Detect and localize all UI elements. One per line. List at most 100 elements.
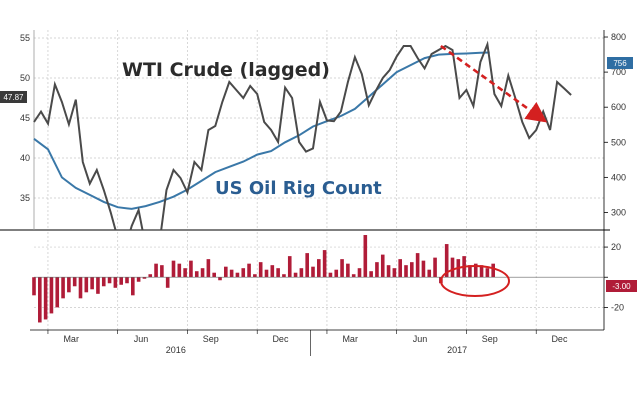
x-axis-ticks: Mar Jun Sep Dec Mar Jun Sep Dec 2016 2017 (47, 330, 568, 356)
x-tick-label: Mar (63, 334, 79, 344)
rig-change-bar (61, 277, 65, 299)
rig-change-bar (491, 263, 495, 278)
rig-change-bar (96, 277, 100, 294)
rig-change-bar (375, 262, 379, 278)
rig-change-bar (38, 277, 42, 323)
rig-change-bar (241, 268, 246, 278)
lower-tick-label: -20 (611, 302, 624, 312)
rig-change-bar (427, 269, 432, 278)
rig-change-bar (282, 274, 286, 278)
rig-change-bar (154, 263, 158, 278)
right-tick-label: 600 (611, 102, 626, 112)
rig-last-value-box: 756 (607, 57, 633, 69)
rig-change-bar (113, 277, 118, 288)
rig-change-bar (340, 259, 344, 278)
rig-change-bar (212, 272, 216, 278)
rig-change-bar (160, 265, 164, 278)
rig-change-bar (421, 260, 426, 278)
rig-change-bar (229, 269, 234, 278)
right-tick-label: 800 (611, 32, 626, 42)
rig-change-bar (317, 259, 321, 278)
rig-change-bar (380, 254, 385, 278)
left-tick-label: 50 (20, 73, 30, 83)
rig-change-bar (264, 269, 269, 278)
rig-change-bar (479, 265, 484, 278)
rig-change-bar (84, 277, 89, 293)
rig-change-bar (415, 253, 420, 278)
bar-last-value-box: -3.00 (606, 280, 637, 292)
rig-change-bar (369, 271, 373, 278)
downtrend-arrow (440, 44, 548, 123)
rig-change-bar (107, 277, 112, 284)
rig-change-bar (101, 277, 106, 287)
x-tick-label: Sep (203, 334, 219, 344)
wti-annotation: WTI Crude (lagged) (122, 59, 330, 81)
rig-change-bar (253, 274, 257, 278)
left-tick-label: 45 (20, 113, 30, 123)
right-tick-label: 400 (611, 172, 626, 182)
year-label: 2016 (166, 345, 186, 355)
rig-change-bar (189, 260, 193, 278)
x-tick-label: Dec (272, 334, 289, 344)
highlight-ellipse (440, 265, 510, 297)
rig-change-bar (78, 277, 83, 299)
rig-change-bar (404, 265, 408, 278)
right-tick-label: 500 (611, 137, 626, 147)
rig-change-bar (334, 269, 339, 278)
rig-change-bar (67, 277, 71, 293)
wti-last-value: 47.87 (3, 93, 24, 102)
wti-last-value-box: 47.87 (0, 91, 27, 103)
rig-change-bar (119, 277, 123, 285)
rig-annotation: US Oil Rig Count (215, 178, 382, 199)
left-tick-label: 35 (20, 193, 30, 203)
lower-panel-grid (34, 232, 604, 330)
rig-change-bar (72, 277, 77, 287)
rig-change-bar (148, 274, 153, 278)
left-tick-label: 40 (20, 153, 30, 163)
rig-change-bar (322, 250, 327, 278)
rig-change-bar (183, 268, 187, 278)
rig-change-bar (351, 274, 356, 278)
rig-change-bar (392, 268, 397, 278)
wti-crude-line (33, 40, 572, 230)
rig-change-bar (357, 268, 362, 278)
rig-change-bar (444, 244, 449, 278)
bar-last-value: -3.00 (612, 282, 631, 291)
rig-change-bar (131, 277, 135, 296)
lower-axis-ticks: 20 -20 (604, 242, 624, 312)
rig-change-bar (305, 253, 309, 278)
rig-change-bar (485, 268, 490, 278)
lower-tick-label: 20 (611, 242, 621, 252)
rig-change-bar (450, 257, 455, 278)
rig-change-bar (270, 265, 275, 278)
rig-change-bar (125, 277, 129, 284)
rig-count-line (33, 51, 490, 210)
rig-change-bar (346, 263, 350, 278)
rig-change-bar (55, 277, 60, 308)
x-tick-label: Sep (482, 334, 498, 344)
rig-change-bar (206, 259, 211, 278)
rig-change-bar (247, 263, 251, 278)
x-tick-label: Jun (134, 334, 149, 344)
right-tick-label: 300 (611, 207, 626, 217)
x-tick-label: Jun (413, 334, 428, 344)
rig-change-bar (386, 265, 391, 278)
rig-change-bar (311, 266, 315, 278)
rig-change-bar (293, 272, 298, 278)
rig-change-bar (142, 277, 147, 279)
rig-change-bar (194, 271, 199, 278)
rig-change-bar (218, 277, 222, 281)
left-tick-label: 55 (20, 33, 30, 43)
rig-change-bar (473, 263, 478, 278)
rig-change-bar (299, 268, 304, 278)
rig-change-bar (363, 235, 368, 278)
rig-change-bar (171, 260, 176, 278)
x-tick-label: Dec (551, 334, 568, 344)
rig-change-bar (258, 262, 263, 278)
rig-change-bar (200, 268, 205, 278)
rig-change-bar (165, 277, 170, 288)
x-tick-label: Mar (342, 334, 358, 344)
rig-change-bar (276, 268, 280, 278)
rig-change-bars (32, 235, 495, 323)
